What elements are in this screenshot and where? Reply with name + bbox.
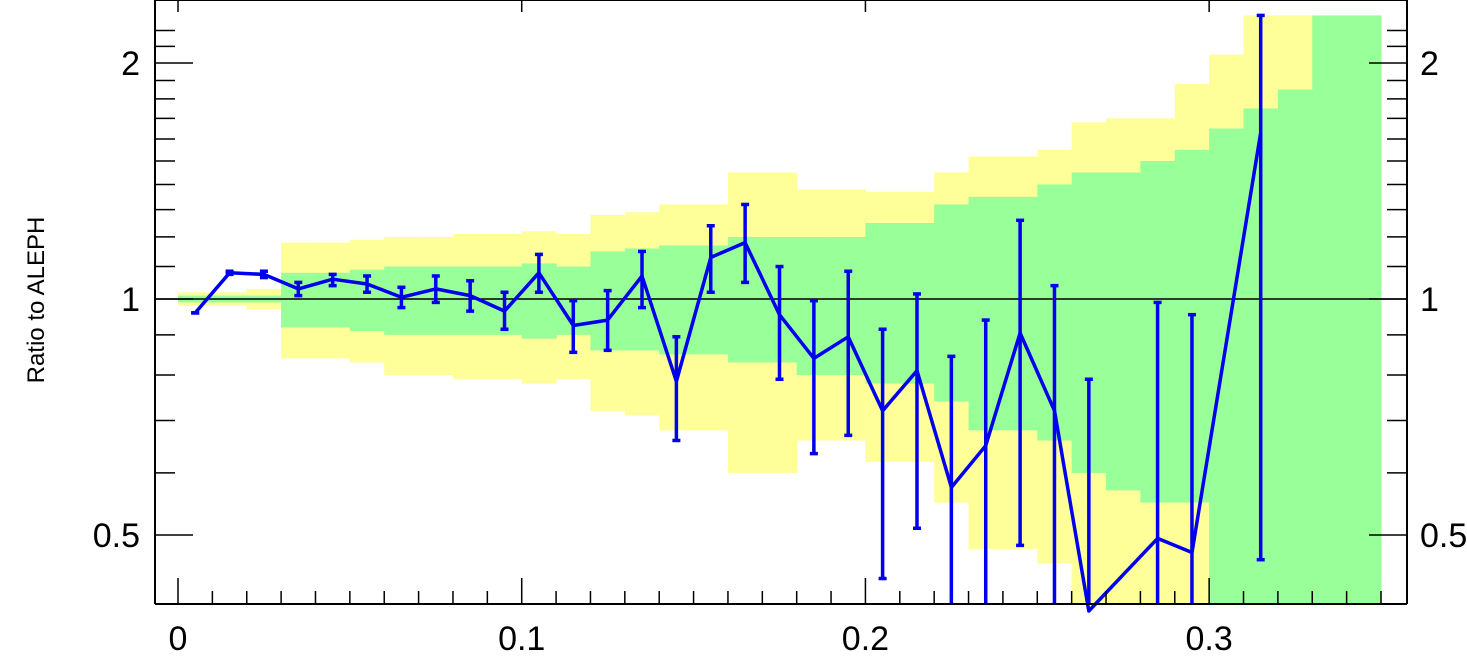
y-tick-label-left: 2: [121, 45, 140, 83]
inner-band-bin: [1312, 15, 1348, 604]
x-tick-label: 0: [169, 620, 188, 658]
inner-band-bin: [1277, 89, 1313, 604]
y-tick-label-right: 2: [1420, 45, 1439, 83]
series-line: [193, 132, 1263, 613]
y-tick-label-left: 0.5: [93, 517, 140, 555]
axis-ticks: [155, 0, 1407, 604]
y-tick-label-right: 0.5: [1420, 517, 1467, 555]
x-tick-label: 0.1: [498, 620, 545, 658]
plot-frame: [154, 0, 1408, 605]
y-tick-label-left: 1: [121, 281, 140, 319]
y-tick-label-right: 1: [1420, 281, 1439, 319]
inner-band-bin: [1346, 15, 1382, 604]
inner-band-bin: [1209, 128, 1245, 604]
error-bars: [191, 13, 1265, 604]
x-tick-label: 0.2: [842, 620, 889, 658]
inner-band-bin: [1106, 172, 1141, 491]
y-axis-label: Ratio to ALEPH: [23, 217, 50, 384]
x-tick-label: 0.3: [1186, 620, 1233, 658]
tick-labels: 0 0.1 0.2 0.3 0.5 0.5 1 1 2 2: [93, 45, 1467, 658]
